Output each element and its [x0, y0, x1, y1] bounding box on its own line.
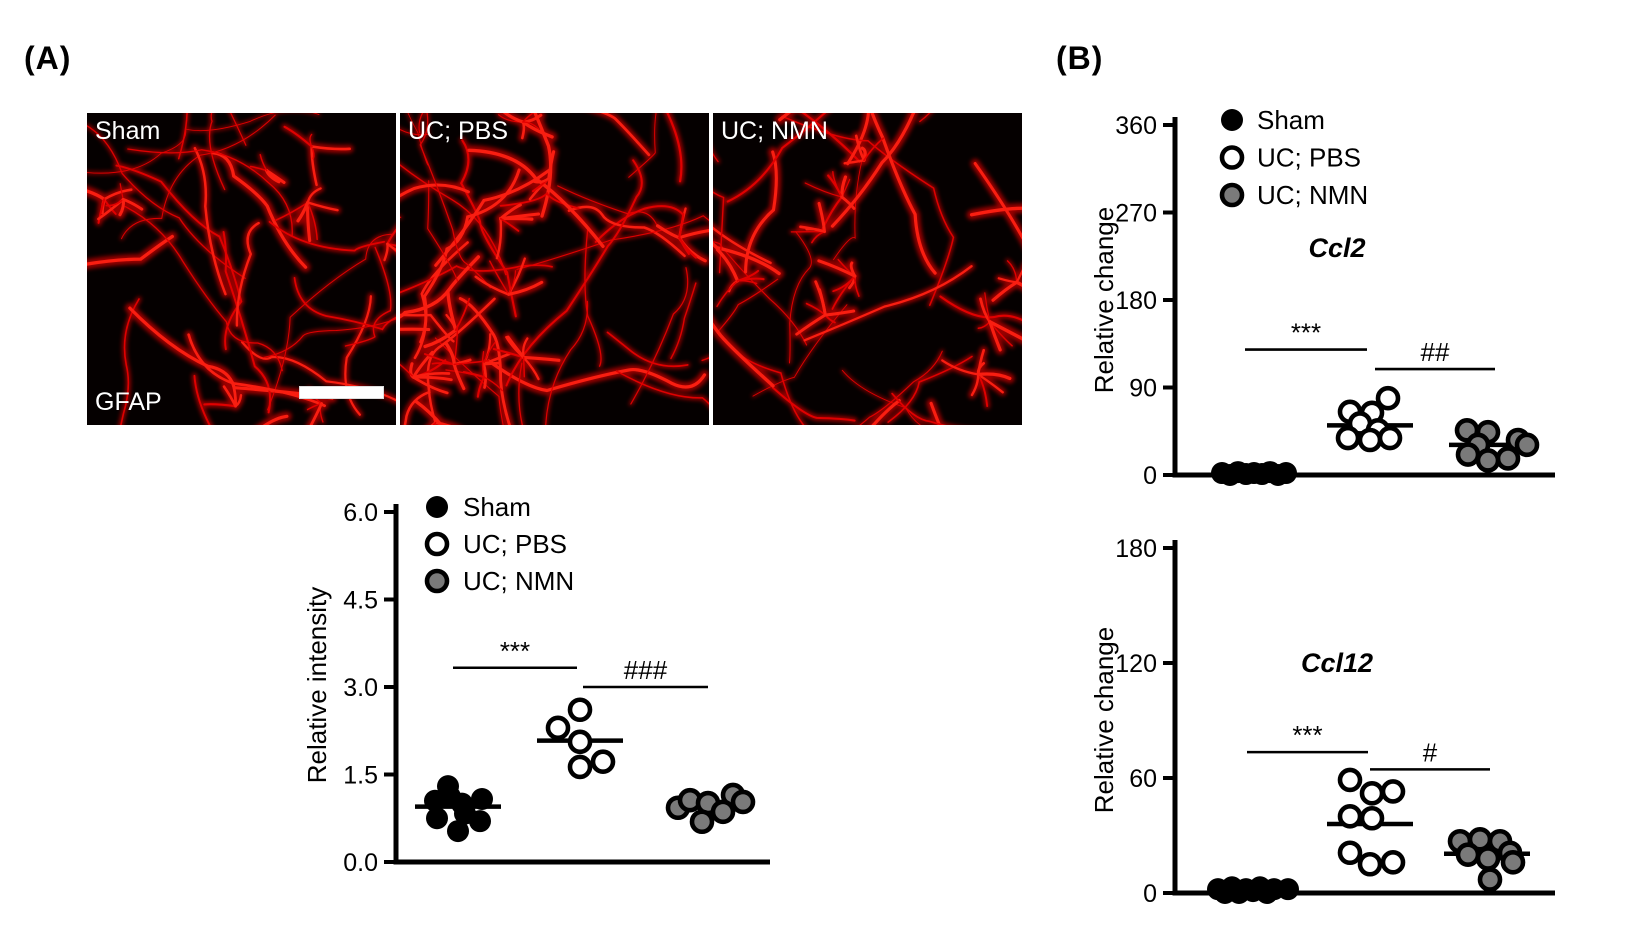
data-point — [1337, 840, 1363, 866]
data-point — [590, 749, 616, 774]
data-point — [1514, 432, 1540, 458]
y-tick-label: 4.5 — [343, 587, 378, 615]
y-tick-label: 0 — [1143, 462, 1157, 490]
y-tick-label: 360 — [1115, 112, 1157, 140]
scatter-chart-ccl12: 0 60 120 180 Relative change Ccl12 *** # — [1089, 535, 1555, 908]
legend-label: UC; NMN — [1257, 180, 1368, 210]
legend-marker — [1219, 145, 1245, 170]
data-point — [567, 754, 593, 780]
data-point — [1380, 850, 1406, 875]
data-point — [689, 809, 715, 835]
legend-label: UC; NMN — [463, 566, 574, 596]
scale-bar — [299, 386, 384, 399]
data-point — [1357, 851, 1383, 877]
data-point — [1377, 425, 1403, 451]
y-tick-label: 180 — [1115, 535, 1157, 563]
data-point — [1495, 446, 1521, 471]
stain-label: GFAP — [95, 388, 162, 416]
panel-b-label: (B) — [1056, 40, 1104, 76]
micrograph-sham: Sham GFAP — [87, 113, 396, 425]
legend-marker — [424, 568, 450, 594]
data-point — [1219, 464, 1241, 486]
data-point — [1500, 850, 1526, 875]
y-tick-label: 180 — [1115, 287, 1157, 315]
y-tick-label: 0.0 — [343, 849, 378, 877]
legend-marker — [1219, 182, 1245, 208]
chart-title: Ccl12 — [1301, 648, 1373, 678]
data-point — [1337, 767, 1363, 793]
data-point — [1337, 804, 1363, 829]
micrograph-condition-label: Sham — [95, 117, 161, 145]
y-axis-title: Relative change — [1089, 207, 1119, 393]
y-tick-label: 3.0 — [343, 674, 378, 702]
data-point — [1277, 878, 1299, 901]
data-point — [545, 715, 571, 741]
significance-label: ### — [624, 655, 668, 685]
data-point — [1380, 779, 1406, 804]
data-point — [567, 729, 593, 755]
scatter-chart-ccl2: 0 90 180 270 360 Relative change Ccl2 Sham UC; P… — [1089, 105, 1555, 490]
data-point — [1455, 442, 1481, 467]
legend-marker — [424, 531, 450, 557]
significance-label: *** — [1291, 318, 1321, 348]
significance-label: *** — [500, 636, 530, 666]
data-point — [1455, 842, 1481, 867]
data-point — [710, 799, 736, 825]
legend-label: UC; PBS — [1257, 143, 1361, 173]
data-point — [1251, 463, 1273, 486]
y-axis-title: Relative intensity — [302, 587, 332, 784]
data-point — [469, 810, 491, 833]
y-tick-label: 1.5 — [343, 762, 378, 790]
y-tick-label: 270 — [1115, 200, 1157, 228]
y-tick-label: 120 — [1115, 650, 1157, 678]
data-point — [426, 807, 448, 830]
data-point — [1477, 867, 1503, 892]
y-tick-label: 6.0 — [343, 499, 378, 527]
data-point — [1335, 425, 1361, 451]
data-point — [439, 785, 461, 808]
data-point — [1475, 448, 1501, 473]
legend-marker — [1221, 109, 1243, 131]
y-axis-title: Relative change — [1089, 627, 1119, 813]
y-tick-label: 60 — [1129, 765, 1157, 793]
significance-label: ## — [1421, 337, 1450, 367]
legend-marker — [426, 496, 448, 518]
micrograph-condition-label: UC; NMN — [721, 117, 828, 145]
gfap-fluorescence-image — [400, 113, 709, 425]
data-point — [1267, 464, 1289, 486]
legend-label: UC; PBS — [463, 529, 567, 559]
data-point — [730, 789, 756, 815]
gfap-fluorescence-image — [713, 113, 1022, 425]
data-point — [447, 820, 469, 843]
legend-label: Sham — [463, 492, 531, 522]
y-tick-label: 90 — [1129, 375, 1157, 403]
data-point — [1475, 846, 1501, 871]
data-point — [1357, 427, 1383, 453]
chart-title: Ccl2 — [1308, 233, 1365, 263]
micrograph-uc-nmn: UC; NMN — [713, 113, 1022, 425]
data-point — [1359, 781, 1385, 806]
data-point — [1256, 882, 1278, 904]
data-point — [471, 788, 493, 810]
data-point — [1359, 805, 1385, 831]
micrograph-condition-label: UC; PBS — [408, 117, 509, 145]
data-point — [1375, 385, 1401, 411]
data-point — [567, 697, 593, 723]
significance-label: *** — [1292, 720, 1322, 750]
scatter-chart-relative-intensity: 0.0 1.5 3.0 4.5 6.0 Relative intensity Sham UC;… — [302, 492, 770, 877]
significance-label: # — [1423, 737, 1438, 767]
data-point — [1235, 463, 1257, 486]
micrograph-uc-pbs: UC; PBS — [400, 113, 709, 425]
legend-label: Sham — [1257, 105, 1325, 135]
panel-a-label: (A) — [24, 40, 72, 76]
micrograph-strip: Sham GFAP UC; PBS UC; NMN — [87, 113, 1022, 425]
gfap-fluorescence-image — [87, 113, 396, 425]
y-tick-label: 0 — [1143, 880, 1157, 908]
